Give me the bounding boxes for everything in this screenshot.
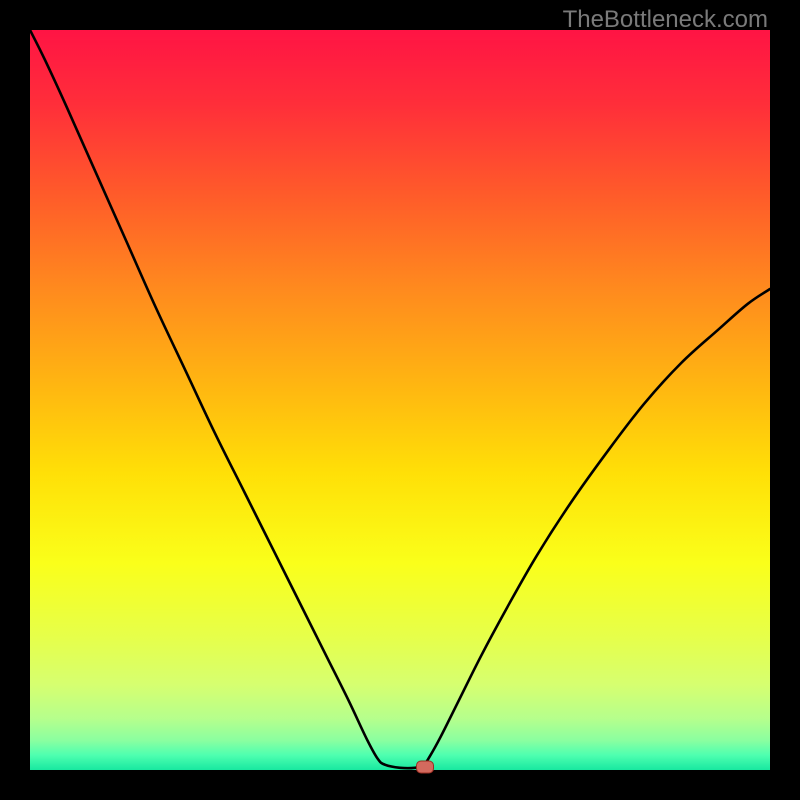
bottleneck-curve bbox=[30, 30, 770, 770]
optimum-marker bbox=[416, 761, 434, 774]
plot-area bbox=[30, 30, 770, 770]
chart-stage: TheBottleneck.com bbox=[0, 0, 800, 800]
watermark-text: TheBottleneck.com bbox=[563, 6, 768, 34]
curve-path bbox=[30, 30, 770, 768]
